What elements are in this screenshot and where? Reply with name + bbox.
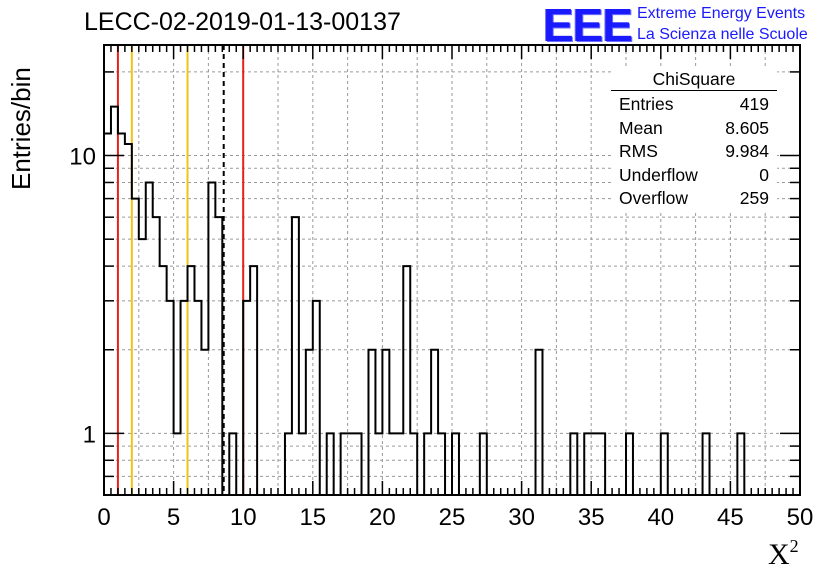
chart-title: LECC-02-2019-01-13-00137	[84, 8, 401, 36]
x-tick-label: 35	[578, 504, 605, 531]
stats-label: Mean	[619, 117, 663, 138]
stats-title: ChiSquare	[611, 68, 777, 91]
stats-row-entries: Entries 419	[611, 93, 777, 117]
stats-value: 259	[739, 188, 769, 208]
logo-text-line-2: La Scienza nelle Scuole	[637, 26, 808, 43]
y-tick-label: 1	[83, 421, 96, 448]
logo-text-line-1: Extreme Energy Events	[637, 5, 806, 22]
x-tick-label: 10	[230, 504, 257, 531]
x-tick-label: 0	[97, 504, 110, 531]
stats-label: Underflow	[619, 164, 698, 185]
stats-label: RMS	[619, 141, 658, 161]
eee-logo: EEE	[543, 0, 633, 51]
x-tick-label: 45	[717, 504, 744, 531]
y-tick-label: 10	[69, 144, 96, 171]
x-axis-label-base: X	[768, 538, 790, 571]
stats-label: Overflow	[619, 188, 689, 208]
stats-row-underflow: Underflow 0	[611, 164, 777, 188]
x-tick-label: 25	[439, 504, 466, 531]
stats-value: 0	[759, 164, 769, 185]
stats-row-overflow: Overflow 259	[611, 187, 777, 211]
stats-label: Entries	[619, 94, 674, 114]
stats-row-mean: Mean 8.605	[611, 117, 777, 141]
grid-lines	[104, 45, 800, 496]
x-tick-label: 30	[508, 504, 535, 531]
stats-value: 419	[739, 94, 769, 114]
y-axis-label: Entries/bin	[6, 67, 36, 190]
x-axis-label-superscript: 2	[789, 536, 799, 556]
x-tick-label: 20	[369, 504, 396, 531]
x-axis-label: X2	[768, 536, 799, 572]
x-tick-label: 5	[167, 504, 180, 531]
x-tick-label: 40	[647, 504, 674, 531]
axis-tick-labels: 0 5 10 15 20 25 30 35 40 45 50 1 10	[69, 144, 813, 531]
stats-row-rms: RMS 9.984	[611, 140, 777, 164]
x-tick-label: 15	[299, 504, 326, 531]
stats-box: ChiSquare Entries 419 Mean 8.605 RMS 9.9…	[611, 68, 777, 211]
axis-ticks	[103, 45, 801, 496]
stats-value: 9.984	[725, 141, 769, 161]
x-tick-label: 50	[787, 504, 814, 531]
stats-value: 8.605	[725, 117, 769, 138]
